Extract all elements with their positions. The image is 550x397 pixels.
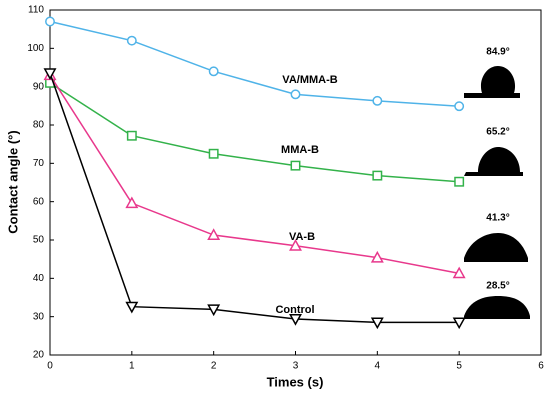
y-tick-label: 110 [28,5,44,16]
point [452,317,466,330]
y-tick-label: 60 [33,196,45,207]
series-label: VA/MMA-B [282,74,337,86]
point [290,89,301,100]
point [125,196,139,209]
y-tick-label: 30 [33,311,45,322]
droplet-image [464,66,520,98]
point [290,160,301,171]
droplet-image [464,233,528,262]
x-tick-label: 2 [211,361,217,372]
y-tick-label: 20 [33,350,45,361]
y-tick-label: 70 [33,158,45,169]
point [452,266,466,279]
point [207,304,221,317]
x-axis-title: Times (s) [267,374,324,389]
point [43,68,57,80]
x-tick-label: 4 [375,361,381,372]
y-tick-label: 80 [33,120,45,131]
x-tick-label: 6 [538,361,544,372]
point [125,301,139,314]
series-label: VA-B [289,231,315,243]
y-tick-label: 100 [27,43,44,54]
point [370,317,384,330]
point [45,16,55,27]
x-tick-label: 5 [456,361,462,372]
y-tick-label: 50 [33,235,45,246]
angle-label: 41.3° [486,213,509,224]
point [454,101,465,112]
angle-label: 84.9° [486,47,509,58]
point [126,35,137,46]
line [49,82,460,183]
droplet-image [464,296,530,319]
point [372,170,383,181]
y-tick-label: 90 [33,81,45,92]
point [289,239,302,251]
droplet-image [464,147,523,176]
point [208,148,219,159]
x-tick-label: 0 [47,361,53,372]
angle-label: 65.2° [486,127,509,138]
point [208,66,219,77]
line [49,20,460,107]
point [207,228,221,240]
point [370,250,384,263]
y-axis-title: Contact angle (°) [5,130,20,233]
series-label: MMA-B [281,144,319,156]
angle-label: 28.5° [486,281,509,292]
series-label: Control [275,304,314,316]
x-tick-label: 1 [129,361,135,372]
point [126,130,137,141]
point [289,314,302,326]
point [372,95,383,106]
line [49,74,460,275]
line [49,73,460,324]
point [454,176,465,187]
y-tick-label: 40 [33,273,45,284]
x-tick-label: 3 [293,361,299,372]
